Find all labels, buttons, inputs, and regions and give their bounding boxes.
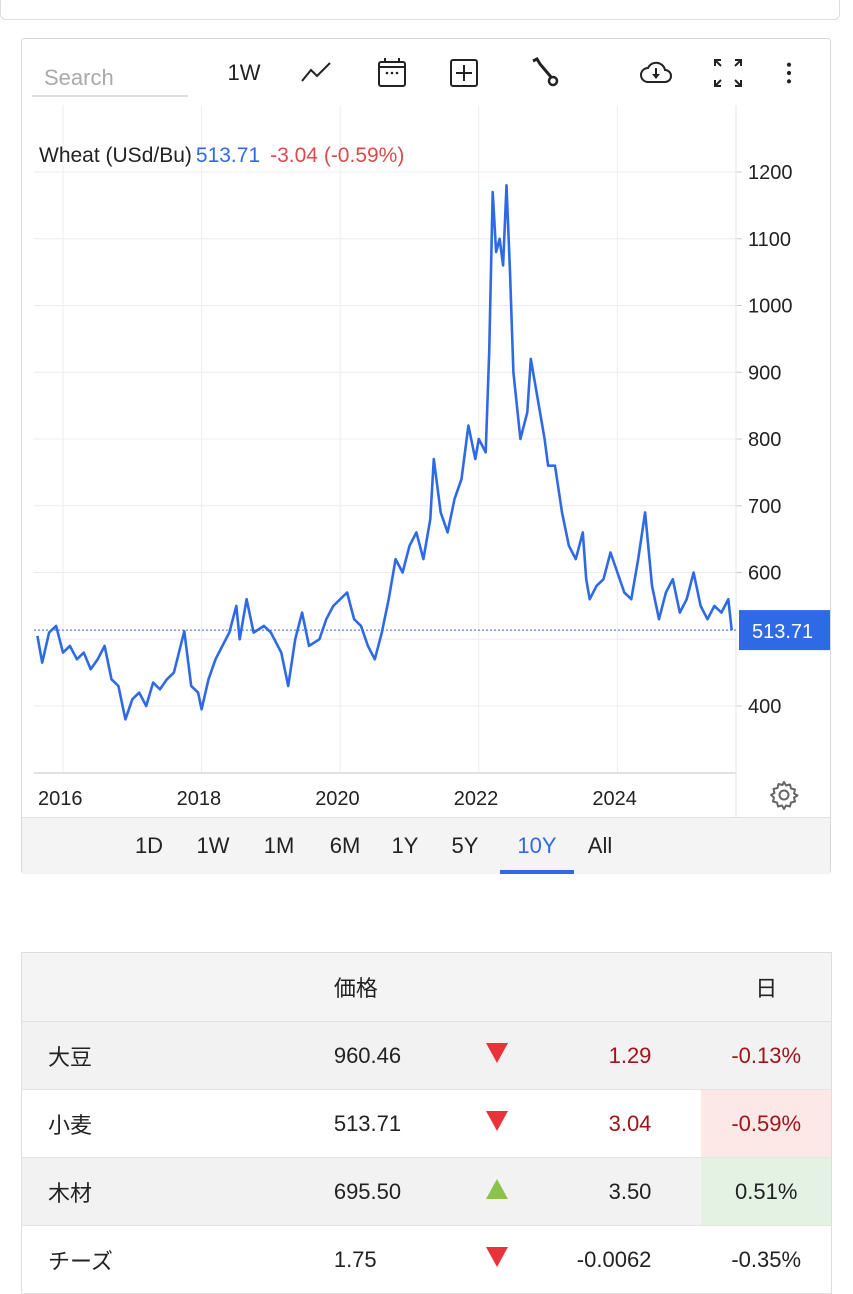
fullscreen-icon[interactable] (708, 55, 748, 91)
cloud-download-icon[interactable] (634, 55, 678, 91)
x-tick-label: 2018 (177, 788, 222, 810)
line-chart-icon[interactable] (296, 55, 336, 91)
price-chart[interactable]: 2016 2018 2020 2022 2024 400 600 700 800 900 1000 1… (22, 105, 830, 817)
last-price-label: 513.71 (752, 621, 813, 643)
percent-change: -0.13% (701, 1021, 832, 1090)
direction-cell (443, 1021, 552, 1090)
y-tick-label: 700 (748, 496, 781, 518)
legend-value: 513.71 (195, 144, 261, 167)
header-day: 日 (701, 952, 832, 1022)
y-tick-label: 1000 (748, 296, 793, 318)
table-row[interactable]: 大豆 960.46 1.29 -0.13% (21, 1021, 832, 1090)
wrench-icon[interactable] (524, 55, 564, 91)
percent-change: -0.35% (701, 1225, 832, 1294)
down-arrow-icon (486, 1042, 509, 1063)
up-arrow-icon (486, 1178, 509, 1199)
search-input[interactable] (32, 61, 188, 97)
range-button-10y[interactable]: 10Y (500, 818, 574, 874)
legend-name: Wheat (USd/Bu) (39, 144, 192, 167)
settings-gear-icon[interactable] (768, 779, 800, 811)
interval-button[interactable]: 1W (227, 60, 261, 85)
range-button-6m[interactable]: 6M (329, 833, 361, 858)
range-button-1m[interactable]: 1M (263, 833, 295, 858)
range-button-1w[interactable]: 1W (196, 833, 230, 858)
direction-cell (443, 1089, 552, 1158)
chart-widget: 1W 2016 2018 2020 2022 2024 400 600 700 800 900 10… (21, 38, 831, 874)
calendar-icon[interactable] (372, 55, 412, 91)
table-row[interactable]: 小麦 513.71 3.04 -0.59% (21, 1089, 832, 1158)
y-tick-label: 1100 (748, 229, 791, 251)
percent-change: 0.51% (701, 1157, 832, 1226)
price-value: 695.50 (332, 1157, 444, 1226)
range-button-5y[interactable]: 5Y (451, 833, 479, 858)
legend-change: -3.04 (-0.59%) (270, 144, 405, 167)
commodity-name: チーズ (21, 1225, 333, 1294)
y-tick-label: 800 (748, 429, 781, 451)
range-button-1d[interactable]: 1D (134, 833, 164, 858)
price-value: 1.75 (332, 1225, 444, 1294)
commodity-name: 小麦 (21, 1089, 333, 1158)
change-value: 3.04 (551, 1089, 702, 1158)
range-button-all[interactable]: All (587, 833, 613, 858)
y-tick-label: 600 (748, 563, 781, 585)
top-card (0, 0, 840, 20)
table-header: 価格 日 (21, 952, 832, 1022)
header-arrow (443, 952, 552, 1022)
table-row[interactable]: 木材 695.50 3.50 0.51% (21, 1157, 832, 1226)
down-arrow-icon (486, 1246, 509, 1267)
change-value: 3.50 (551, 1157, 702, 1226)
wheat-price-line (36, 184, 733, 721)
chart-legend: Wheat (USd/Bu) 513.71 -3.04 (-0.59%) (39, 144, 404, 168)
direction-cell (443, 1225, 552, 1294)
table-row[interactable]: チーズ 1.75 -0.0062 -0.35% (21, 1225, 832, 1294)
y-tick-label: 900 (748, 362, 781, 384)
commodity-name: 木材 (21, 1157, 333, 1226)
chart-toolbar: 1W (22, 39, 830, 105)
x-tick-label: 2022 (454, 788, 499, 810)
header-change (551, 952, 702, 1022)
direction-cell (443, 1157, 552, 1226)
x-tick-label: 2020 (315, 788, 360, 810)
y-tick-label: 400 (748, 696, 781, 718)
range-selector: 1D 1W 1M 6M 1Y 5Y 10Y All (22, 817, 830, 874)
commodity-name: 大豆 (21, 1021, 333, 1090)
change-value: 1.29 (551, 1021, 702, 1090)
x-tick-label: 2016 (38, 788, 83, 810)
x-tick-label: 2024 (592, 788, 637, 810)
range-button-1y[interactable]: 1Y (391, 833, 419, 858)
add-box-icon[interactable] (444, 55, 484, 91)
commodities-table: 価格 日 大豆 960.46 1.29 -0.13% 小麦 513.71 3.04 -0.59… (21, 952, 832, 1294)
change-value: -0.0062 (551, 1225, 702, 1294)
percent-change: -0.59% (701, 1089, 832, 1158)
more-vertical-icon[interactable] (774, 55, 804, 91)
header-price: 価格 (332, 952, 444, 1022)
price-value: 960.46 (332, 1021, 444, 1090)
price-value: 513.71 (332, 1089, 444, 1158)
down-arrow-icon (486, 1110, 509, 1131)
last-price-badge (739, 610, 830, 651)
y-tick-label: 1200 (748, 162, 793, 184)
header-name (21, 952, 333, 1022)
